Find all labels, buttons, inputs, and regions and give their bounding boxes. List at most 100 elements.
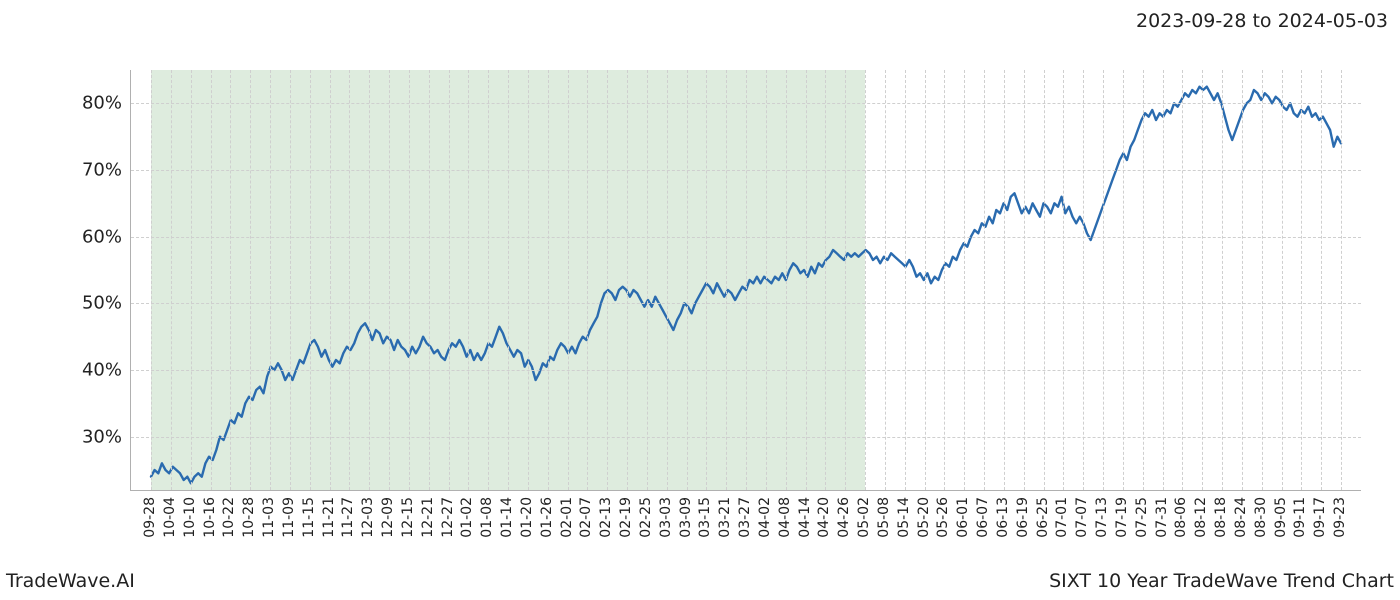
vgrid <box>865 70 866 490</box>
hgrid <box>131 103 1361 104</box>
vgrid <box>607 70 608 490</box>
plot-area <box>130 70 1361 491</box>
x-tick-label: 10-10 <box>182 497 198 538</box>
vgrid <box>270 70 271 490</box>
x-tick-label: 06-07 <box>975 497 991 538</box>
x-tick-label: 12-09 <box>380 497 396 538</box>
vgrid <box>330 70 331 490</box>
vgrid <box>825 70 826 490</box>
vgrid <box>1341 70 1342 490</box>
vgrid <box>964 70 965 490</box>
vgrid <box>905 70 906 490</box>
vgrid <box>151 70 152 490</box>
hgrid <box>131 437 1361 438</box>
brand-label: TradeWave.AI <box>6 570 135 592</box>
x-tick-label: 07-19 <box>1114 497 1130 538</box>
vgrid <box>250 70 251 490</box>
x-tick-label: 12-27 <box>440 497 456 538</box>
x-tick-label: 12-21 <box>420 497 436 538</box>
vgrid <box>290 70 291 490</box>
vgrid <box>409 70 410 490</box>
x-tick-label: 07-25 <box>1134 497 1150 538</box>
vgrid <box>925 70 926 490</box>
x-tick-label: 05-14 <box>896 497 912 538</box>
hgrid <box>131 370 1361 371</box>
x-tick-label: 03-09 <box>678 497 694 538</box>
x-tick-label: 04-26 <box>836 497 852 538</box>
vgrid <box>488 70 489 490</box>
vgrid <box>211 70 212 490</box>
x-tick-label: 02-19 <box>618 497 634 538</box>
x-tick-label: 04-02 <box>757 497 773 538</box>
x-tick-label: 03-27 <box>737 497 753 538</box>
chart-container: 2023-09-28 to 2024-05-03 TradeWave.AI SI… <box>0 0 1400 600</box>
x-tick-label: 11-03 <box>261 497 277 538</box>
vgrid <box>1063 70 1064 490</box>
x-tick-label: 07-01 <box>1054 497 1070 538</box>
vgrid <box>568 70 569 490</box>
x-tick-label: 08-24 <box>1233 497 1249 538</box>
vgrid <box>508 70 509 490</box>
x-tick-label: 02-07 <box>578 497 594 538</box>
vgrid <box>647 70 648 490</box>
x-tick-label: 05-02 <box>856 497 872 538</box>
vgrid <box>1163 70 1164 490</box>
x-tick-label: 01-20 <box>519 497 535 538</box>
x-tick-label: 09-28 <box>142 497 158 538</box>
vgrid <box>1222 70 1223 490</box>
x-tick-label: 01-02 <box>459 497 475 538</box>
vgrid <box>191 70 192 490</box>
vgrid <box>587 70 588 490</box>
x-tick-label: 11-27 <box>340 497 356 538</box>
x-tick-label: 04-20 <box>816 497 832 538</box>
x-tick-label: 02-25 <box>638 497 654 538</box>
x-tick-label: 07-07 <box>1074 497 1090 538</box>
vgrid <box>1004 70 1005 490</box>
vgrid <box>1301 70 1302 490</box>
vgrid <box>369 70 370 490</box>
x-tick-label: 09-05 <box>1273 497 1289 538</box>
x-tick-label: 04-14 <box>797 497 813 538</box>
y-tick-label: 50% <box>82 293 122 314</box>
vgrid <box>1202 70 1203 490</box>
x-tick-label: 03-21 <box>717 497 733 538</box>
vgrid <box>845 70 846 490</box>
vgrid <box>429 70 430 490</box>
vgrid <box>528 70 529 490</box>
x-tick-label: 10-22 <box>221 497 237 538</box>
y-tick-label: 80% <box>82 93 122 114</box>
x-tick-label: 09-11 <box>1292 497 1308 538</box>
vgrid <box>806 70 807 490</box>
vgrid <box>1143 70 1144 490</box>
vgrid <box>1103 70 1104 490</box>
y-tick-label: 40% <box>82 360 122 381</box>
vgrid <box>449 70 450 490</box>
x-tick-label: 05-08 <box>876 497 892 538</box>
vgrid <box>885 70 886 490</box>
x-tick-label: 10-16 <box>202 497 218 538</box>
vgrid <box>984 70 985 490</box>
x-tick-label: 11-21 <box>321 497 337 538</box>
vgrid <box>786 70 787 490</box>
vgrid <box>627 70 628 490</box>
vgrid <box>310 70 311 490</box>
vgrid <box>468 70 469 490</box>
chart-title: SIXT 10 Year TradeWave Trend Chart <box>1049 570 1394 592</box>
x-tick-label: 01-26 <box>539 497 555 538</box>
vgrid <box>548 70 549 490</box>
vgrid <box>944 70 945 490</box>
vgrid <box>1044 70 1045 490</box>
x-tick-label: 10-28 <box>241 497 257 538</box>
x-tick-label: 08-30 <box>1253 497 1269 538</box>
x-tick-label: 07-31 <box>1154 497 1170 538</box>
x-tick-label: 11-09 <box>281 497 297 538</box>
vgrid <box>766 70 767 490</box>
x-tick-label: 12-15 <box>400 497 416 538</box>
vgrid <box>389 70 390 490</box>
vgrid <box>1262 70 1263 490</box>
x-tick-label: 09-17 <box>1312 497 1328 538</box>
x-tick-label: 10-04 <box>162 497 178 538</box>
x-tick-label: 03-15 <box>697 497 713 538</box>
x-tick-label: 02-01 <box>559 497 575 538</box>
x-tick-label: 09-23 <box>1332 497 1348 538</box>
